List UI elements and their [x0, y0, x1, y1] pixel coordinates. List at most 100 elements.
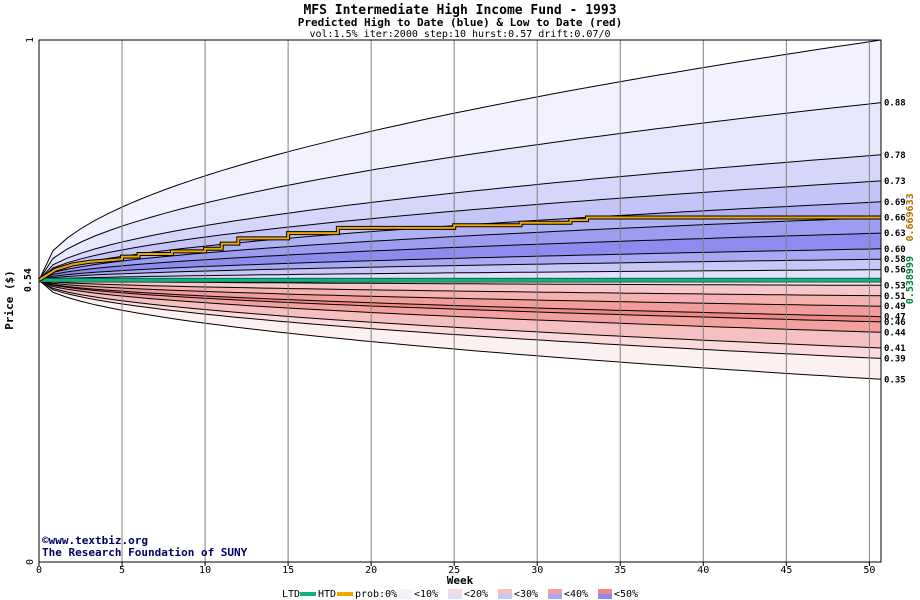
chart-title: MFS Intermediate High Income Fund - 1993	[303, 3, 616, 18]
chart-params: vol:1.5% iter:2000 step:10 hurst:0.57 dr…	[309, 29, 610, 40]
right-value-label: 0.35	[884, 375, 906, 385]
plot-frame	[38, 39, 882, 563]
ltd-line	[38, 277, 882, 283]
credit-site: ©www.textbiz.org	[42, 534, 148, 547]
legend-swatch-low	[448, 589, 462, 594]
ltd-value-label: 0.538999	[905, 256, 916, 304]
x-tick-label: 30	[531, 565, 543, 576]
legend-swatch-high	[598, 594, 612, 599]
y-axis-ticks: 01	[25, 37, 36, 565]
high-band-edge	[38, 269, 882, 281]
right-value-label: 0.88	[884, 99, 906, 109]
start-price-label: 0.54	[23, 268, 34, 292]
legend-swatch-high	[498, 594, 512, 599]
high-band-edge	[38, 154, 882, 281]
right-value-label: 0.69	[884, 198, 906, 208]
right-value-labels: 0.88 0.78 0.73 0.69 0.66 0.63 0.600.580.56 0.53…	[884, 99, 906, 386]
legend-swatch-high	[448, 594, 462, 599]
right-value-label: 0.63	[884, 229, 906, 239]
low-band	[39, 280, 881, 322]
y-tick-label: 1	[25, 37, 36, 43]
high-band	[39, 233, 881, 281]
vertical-gridlines	[121, 40, 870, 562]
credit-org: The Research Foundation of SUNY	[42, 546, 248, 559]
legend-item-label: <30%	[514, 589, 538, 600]
high-band-edge	[38, 180, 882, 281]
y-axis-label: Price ($)	[3, 270, 16, 330]
high-band	[39, 269, 881, 281]
low-band-edge	[38, 279, 882, 307]
low-band-edge	[38, 279, 882, 359]
right-value-label: 0.78	[884, 151, 906, 161]
high-band-edge	[38, 258, 882, 281]
right-value-label: 0.47	[884, 313, 906, 323]
htd-line	[38, 216, 881, 281]
x-tick-label: 5	[119, 565, 125, 576]
x-tick-label: 0	[36, 565, 42, 576]
legend-swatch-low	[598, 589, 612, 594]
legend-ltd-swatch	[300, 592, 316, 596]
x-axis-ticks: 0 5 10 15 20 25 30 35 40 45 50	[36, 562, 875, 576]
legend-item-label: <50%	[614, 589, 638, 600]
y-tick-label: 0	[25, 559, 36, 565]
high-band-edge	[38, 39, 882, 281]
low-band-edge	[38, 279, 882, 297]
legend-ltd-label: LTD	[282, 589, 300, 600]
high-band	[39, 217, 881, 281]
right-value-label: 0.56	[884, 266, 906, 276]
x-tick-label: 25	[448, 565, 460, 576]
legend-prob-label: prob:0%	[355, 589, 397, 600]
low-band-edge	[38, 279, 882, 349]
legend-swatch-low	[548, 589, 562, 594]
right-value-label: 0.73	[884, 177, 906, 187]
low-band	[39, 280, 881, 348]
high-band	[39, 40, 881, 281]
low-band-edge	[38, 279, 882, 318]
htd-value-label: 0.669633	[905, 193, 916, 241]
low-band-edge	[38, 279, 882, 380]
x-tick-label: 20	[365, 565, 377, 576]
x-axis-label: Week	[447, 574, 474, 587]
right-value-label: 0.46	[884, 318, 906, 328]
x-tick-label: 45	[780, 565, 792, 576]
right-value-label: 0.53	[884, 281, 906, 291]
low-band-edge	[38, 279, 882, 333]
low-band	[39, 280, 881, 380]
legend-item-label: <40%	[564, 589, 588, 600]
high-band-edge	[38, 102, 882, 281]
legend-swatch-low	[398, 589, 412, 594]
x-tick-label: 50	[863, 565, 875, 576]
right-value-label: 0.39	[884, 354, 906, 364]
x-tick-label: 10	[199, 565, 211, 576]
x-tick-label: 35	[614, 565, 626, 576]
chart-subtitle: Predicted High to Date (blue) & Low to D…	[298, 16, 623, 29]
legend: LTD HTD prob:0% <10% <20% <30% <40% <50%	[282, 589, 638, 600]
high-band-edge	[38, 217, 882, 281]
high-band	[39, 154, 881, 281]
legend-swatch-high	[548, 594, 562, 599]
right-value-label: 0.41	[884, 344, 906, 354]
high-band	[39, 248, 881, 281]
low-band	[39, 280, 881, 333]
right-value-label: 0.44	[884, 328, 906, 338]
high-band-edge	[38, 248, 882, 281]
legend-item-label: <10%	[414, 589, 438, 600]
legend-item-label: <20%	[464, 589, 488, 600]
probability-bands	[38, 39, 882, 380]
legend-swatch-high	[398, 594, 412, 599]
right-value-label: 0.49	[884, 302, 906, 312]
low-band	[39, 280, 881, 296]
low-band	[39, 280, 881, 307]
high-band	[39, 180, 881, 281]
legend-swatch-low	[498, 589, 512, 594]
legend-htd-swatch	[337, 592, 353, 596]
right-value-label: 0.66	[884, 213, 906, 223]
right-value-label: 0.51	[884, 292, 906, 302]
high-band-edge	[38, 232, 882, 281]
high-band	[39, 102, 881, 281]
legend-htd-label: HTD	[318, 589, 336, 600]
low-band-edge	[38, 279, 882, 323]
right-value-label: 0.60	[884, 245, 906, 255]
x-tick-label: 15	[282, 565, 294, 576]
